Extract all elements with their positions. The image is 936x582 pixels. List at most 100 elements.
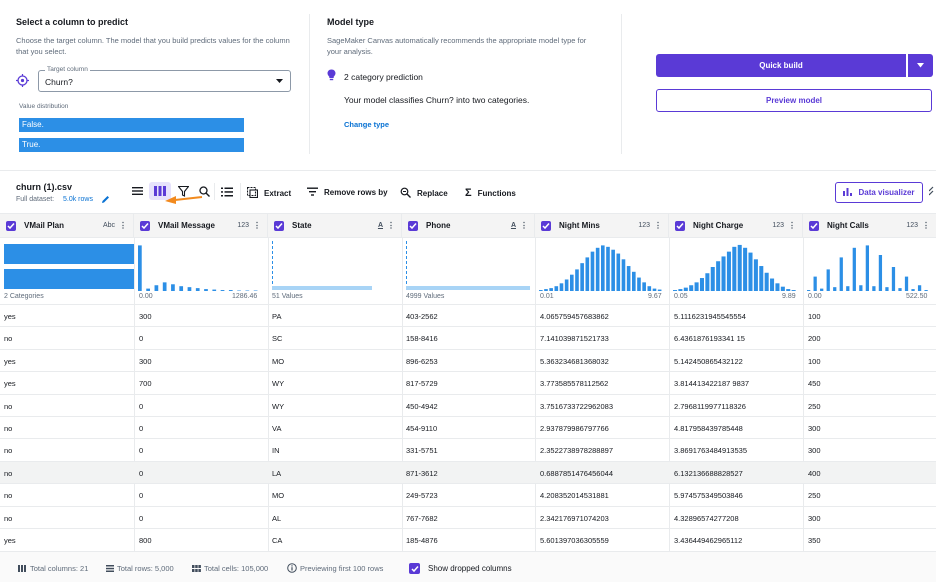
column-header-night-calls[interactable]: Night Calls 123 ⋮	[803, 214, 936, 237]
target-column-select[interactable]: Target column Churn?	[38, 66, 291, 92]
previewing-text: Previewing first 100 rows	[300, 564, 384, 573]
column-header-vmail-message[interactable]: VMail Message 123 ⋮	[134, 214, 268, 237]
table-cell: 800	[139, 536, 152, 545]
histogram-night-mins	[539, 245, 662, 291]
histogram-bar	[146, 288, 150, 291]
table-cell: CA	[272, 536, 283, 545]
histogram-bar	[726, 251, 731, 291]
more-options-icon[interactable]: ⋮	[387, 221, 395, 230]
column-name: Night Calls	[827, 221, 869, 230]
build-options-dropdown[interactable]	[907, 54, 933, 77]
checkbox-checked-icon[interactable]	[675, 220, 685, 231]
checkbox-checked-icon[interactable]	[408, 220, 418, 231]
table-cell: 249-5723	[406, 491, 438, 501]
histogram-bar	[570, 274, 574, 291]
column-header-phone[interactable]: Phone A ⋮	[402, 214, 535, 237]
histogram-bar	[632, 271, 636, 291]
table-cell: 250	[808, 491, 821, 501]
row-divider	[0, 371, 936, 373]
histogram-bar	[637, 277, 641, 291]
column-header-night-charge[interactable]: Night Charge 123 ⋮	[669, 214, 803, 237]
histogram-bar	[852, 247, 856, 291]
ordered-list-icon[interactable]	[221, 187, 233, 199]
cells-icon	[192, 565, 201, 574]
column-type: 123	[906, 222, 918, 229]
histogram-bar	[678, 289, 683, 291]
histogram-state	[272, 241, 273, 289]
divider	[214, 183, 215, 200]
row-divider	[0, 460, 936, 462]
filter-icon[interactable]	[177, 185, 190, 199]
column-name: Night Charge	[693, 221, 744, 230]
rows-icon	[106, 565, 114, 574]
change-type-link[interactable]: Change type	[344, 120, 390, 129]
table-cell: yes	[4, 356, 16, 366]
quick-build-button[interactable]: Quick build	[656, 54, 906, 77]
extract-button[interactable]: Extract	[246, 186, 291, 200]
remove-rows-button[interactable]: Remove rows by	[307, 187, 388, 198]
checkbox-checked-icon[interactable]	[809, 220, 819, 231]
table-cell: 100	[808, 312, 821, 321]
histogram-bar	[595, 247, 600, 291]
checkbox-checked-icon[interactable]	[541, 220, 551, 231]
more-options-icon[interactable]: ⋮	[253, 221, 261, 230]
search-icon[interactable]	[199, 186, 210, 199]
checkbox-checked-icon[interactable]	[6, 220, 16, 231]
histogram-bar	[652, 288, 657, 291]
table-cell: 3.814413422187 9837	[674, 379, 750, 389]
column-header-vmail-plan[interactable]: VMail Plan Abc ⋮	[0, 214, 134, 237]
table-cell: 185-4876	[406, 536, 438, 545]
collapse-icon[interactable]	[928, 186, 936, 198]
table-cell: MO	[272, 356, 285, 366]
more-options-icon[interactable]: ⋮	[922, 221, 930, 230]
data-visualizer-button[interactable]: Data visualizer	[835, 182, 923, 203]
histogram-bar	[904, 276, 909, 291]
functions-button[interactable]: Σ Functions	[465, 187, 516, 199]
more-options-icon[interactable]: ⋮	[119, 221, 127, 230]
table-cell: no	[4, 491, 13, 501]
row-divider	[0, 438, 936, 440]
histogram-bar	[564, 279, 569, 291]
column-view-button[interactable]	[149, 182, 171, 200]
more-options-icon[interactable]: ⋮	[788, 221, 796, 230]
stat-min: 0.00	[808, 293, 822, 300]
column-name: VMail Message	[158, 221, 215, 230]
histogram-bar	[657, 289, 662, 291]
histogram-bar	[694, 282, 699, 291]
histogram-bar	[859, 285, 863, 291]
histogram-bar	[743, 247, 748, 291]
table-cell: 896-6253	[406, 356, 438, 366]
table-cell: no	[4, 513, 13, 523]
table-cell: 300	[808, 446, 821, 456]
table-cell: yes	[4, 379, 16, 389]
checkbox-checked-icon[interactable]	[274, 220, 284, 231]
histogram-bar	[699, 278, 704, 291]
list-view-icon[interactable]	[132, 186, 143, 198]
more-options-icon[interactable]: ⋮	[520, 221, 528, 230]
histogram-bar	[791, 290, 796, 291]
show-dropped-checkbox[interactable]	[409, 563, 420, 574]
more-options-icon[interactable]: ⋮	[654, 221, 662, 230]
prediction-description: Your model classifies Churn? into two ca…	[344, 95, 530, 105]
column-header-state[interactable]: State A ⋮	[268, 214, 402, 237]
table-cell: 403-2562	[406, 312, 438, 321]
replace-button[interactable]: Replace	[400, 187, 448, 200]
table-cell: 0	[139, 334, 144, 344]
column-type: 123	[237, 222, 249, 229]
full-dataset-rows[interactable]: 5.0k rows	[63, 196, 93, 203]
histogram-bar	[833, 287, 837, 291]
table-cell: WY	[272, 401, 285, 411]
column-type: A	[377, 222, 383, 229]
table-cell: 871-3612	[406, 468, 438, 478]
checkbox-checked-icon[interactable]	[140, 220, 150, 231]
remove-rows-label: Remove rows by	[324, 188, 388, 197]
histogram-bar	[601, 245, 605, 291]
annotation-arrow	[165, 194, 203, 208]
preview-model-button[interactable]: Preview model	[656, 89, 932, 112]
histogram-bar	[611, 249, 615, 291]
table-cell: 454-9110	[406, 424, 438, 433]
pencil-icon[interactable]	[101, 195, 110, 206]
table-cell: 100	[808, 356, 821, 366]
column-header-night-mins[interactable]: Night Mins 123 ⋮	[535, 214, 669, 237]
histogram-bar	[839, 257, 843, 291]
